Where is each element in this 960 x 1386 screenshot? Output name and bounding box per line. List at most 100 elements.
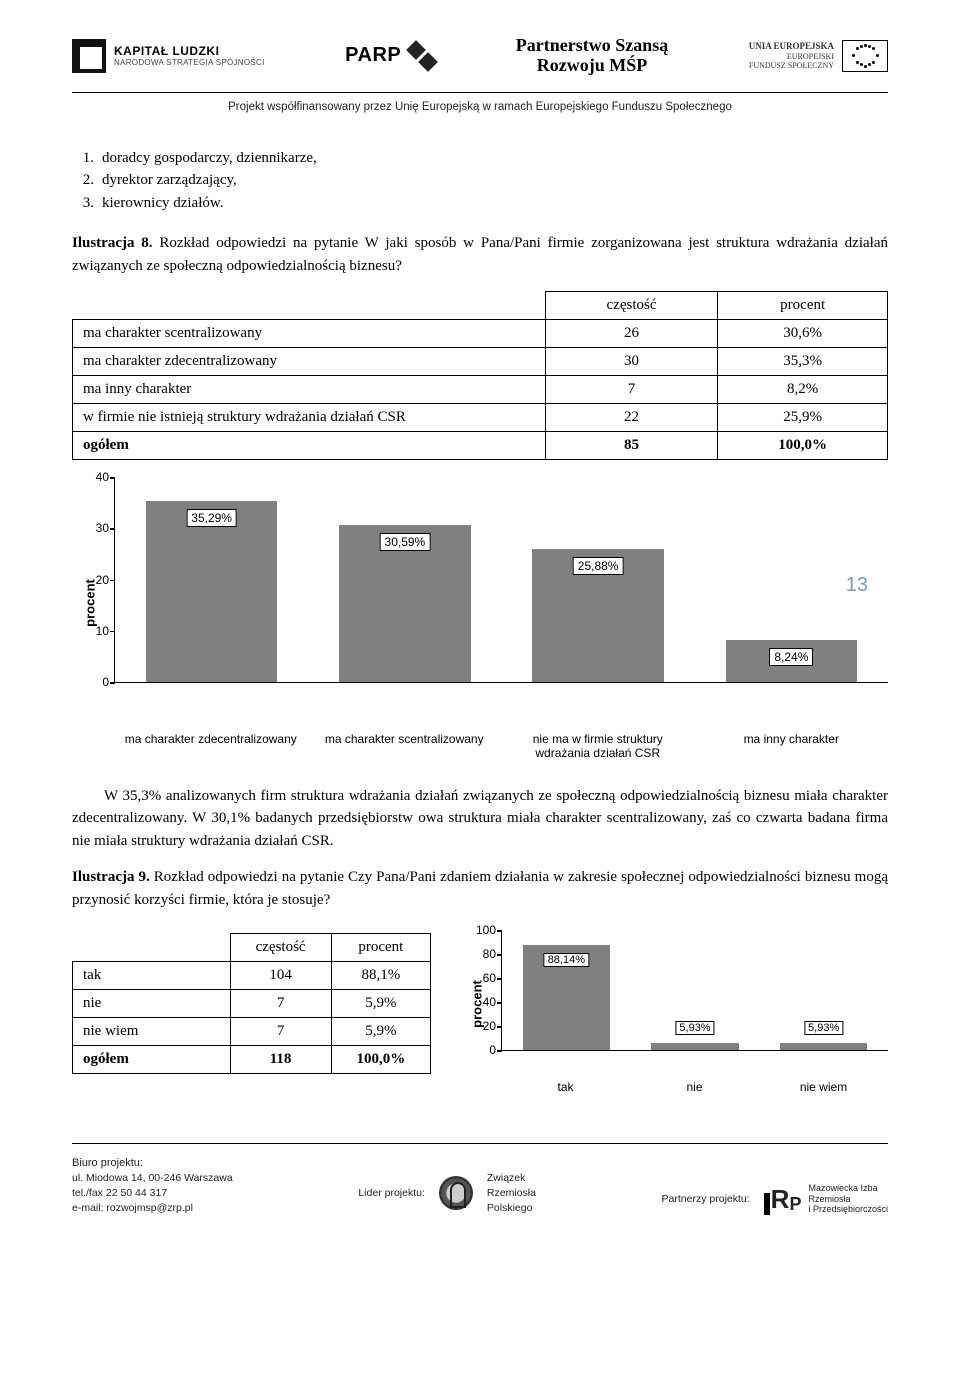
chart-bar-slot: 8,24% bbox=[695, 640, 888, 682]
footer-office: Biuro projektu: ul. Miodowa 14, 00-246 W… bbox=[72, 1156, 233, 1215]
chart-ytick: 30 bbox=[79, 521, 109, 535]
table-row: ma charakter zdecentralizowany 30 35,3% bbox=[73, 348, 888, 376]
row-table-chart: częstość procent tak 104 88,1% nie 7 5,9… bbox=[72, 925, 888, 1094]
chart-xlabel: ma charakter zdecentralizowany bbox=[114, 732, 308, 761]
list-item: 1.doradcy gospodarczy, dziennikarze, bbox=[72, 147, 888, 170]
table-header-row: częstość procent bbox=[73, 934, 431, 962]
chart-bar-slot: 35,29% bbox=[115, 501, 308, 682]
chart-bar-slot: 88,14% bbox=[502, 945, 631, 1051]
chart-korzysci: procent 02040608010088,14%5,93%5,93% bbox=[459, 931, 888, 1076]
chart-ytick: 20 bbox=[466, 1019, 496, 1033]
chart-ytick: 80 bbox=[466, 947, 496, 961]
zrp-name: Związek Rzemiosła Polskiego bbox=[487, 1171, 536, 1215]
table-header-row: częstość procent bbox=[73, 292, 888, 320]
kl-line1: KAPITAŁ LUDZKI bbox=[114, 44, 265, 58]
irp-logo-icon: RP bbox=[764, 1184, 801, 1215]
chart-bar: 35,29% bbox=[146, 501, 277, 682]
chart-bar-slot: 5,93% bbox=[759, 1043, 888, 1050]
lead-label: Lider projektu: bbox=[358, 1186, 425, 1201]
partners-label: Partnerzy projektu: bbox=[662, 1192, 750, 1207]
table-struktura: częstość procent ma charakter scentraliz… bbox=[72, 291, 888, 460]
chart-bar-label: 5,93% bbox=[804, 1021, 843, 1035]
table-row: w firmie nie istnieją struktury wdrażani… bbox=[73, 404, 888, 432]
footer-rule bbox=[72, 1143, 888, 1144]
table-row: nie 7 5,9% bbox=[73, 990, 431, 1018]
header-rule bbox=[72, 92, 888, 93]
chart-ytick: 20 bbox=[79, 573, 109, 587]
ps-line2: Rozwoju MŚP bbox=[516, 56, 668, 76]
chart-struktura: procent 01020304035,29%30,59%25,88%8,24%… bbox=[72, 478, 888, 728]
table-total-row: ogółem 118 100,0% bbox=[73, 1046, 431, 1074]
parp-text: PARP bbox=[345, 44, 401, 67]
chart-bar: 88,14% bbox=[523, 945, 610, 1051]
chart1-xlabels: ma charakter zdecentralizowanyma charakt… bbox=[114, 732, 888, 761]
chart-bar: 5,93% bbox=[780, 1043, 867, 1050]
table-row: ma charakter scentralizowany 26 30,6% bbox=[73, 320, 888, 348]
chart-xlabel: nie wiem bbox=[759, 1080, 888, 1094]
logo-partnerstwo: Partnerstwo Szansą Rozwoju MŚP bbox=[516, 36, 668, 76]
caption-ilustracja-8: Ilustracja 8. Rozkład odpowiedzi na pyta… bbox=[72, 232, 888, 277]
chart1-plot: 01020304035,29%30,59%25,88%8,24% bbox=[114, 478, 888, 683]
chart-xlabel: ma charakter scentralizowany bbox=[308, 732, 502, 761]
table-korzysci: częstość procent tak 104 88,1% nie 7 5,9… bbox=[72, 933, 431, 1074]
chart-bar-slot: 30,59% bbox=[308, 525, 501, 682]
table-row: ma inny charakter 7 8,2% bbox=[73, 376, 888, 404]
chart-bar-slot: 5,93% bbox=[631, 1043, 760, 1050]
chart-bar-label: 30,59% bbox=[380, 533, 431, 551]
col-czestosc: częstość bbox=[230, 934, 331, 962]
chart-ytick: 40 bbox=[466, 995, 496, 1009]
office-email: e-mail: rozwojmsp@zrp.pl bbox=[72, 1201, 233, 1216]
zrp-emblem-icon bbox=[439, 1176, 473, 1210]
chart-xlabel: tak bbox=[501, 1080, 630, 1094]
table-row: tak 104 88,1% bbox=[73, 962, 431, 990]
header-logos: KAPITAŁ LUDZKI NARODOWA STRATEGIA SPÓJNO… bbox=[72, 30, 888, 90]
para-analysis: W 35,3% analizowanych firm struktura wdr… bbox=[72, 785, 888, 853]
caption-rest: Rozkład odpowiedzi na pytanie Czy Pana/P… bbox=[72, 869, 888, 908]
col-procent: procent bbox=[331, 934, 430, 962]
eu-line1: UNIA EUROPEJSKA bbox=[749, 41, 834, 52]
col-czestosc: częstość bbox=[545, 292, 718, 320]
chart2-plot: 02040608010088,14%5,93%5,93% bbox=[501, 931, 888, 1051]
chart-bar-label: 25,88% bbox=[573, 557, 624, 575]
subheader: Projekt współfinansowany przez Unię Euro… bbox=[72, 101, 888, 113]
office-address: ul. Miodowa 14, 00-246 Warszawa bbox=[72, 1171, 233, 1186]
numbered-list: 1.doradcy gospodarczy, dziennikarze, 2.d… bbox=[72, 147, 888, 215]
caption-lead: Ilustracja 8. bbox=[72, 235, 153, 251]
chart-bar: 30,59% bbox=[339, 525, 470, 682]
logo-eu: UNIA EUROPEJSKA EUROPEJSKI FUNDUSZ SPOŁE… bbox=[749, 40, 888, 72]
parp-diamond-icon bbox=[409, 43, 435, 69]
chart-ytick: 0 bbox=[466, 1043, 496, 1057]
chart-ytick: 0 bbox=[79, 675, 109, 689]
footer: Biuro projektu: ul. Miodowa 14, 00-246 W… bbox=[72, 1143, 888, 1215]
kl-star-icon bbox=[72, 39, 106, 73]
eu-flag-icon bbox=[842, 40, 888, 72]
logo-kapital-ludzki: KAPITAŁ LUDZKI NARODOWA STRATEGIA SPÓJNO… bbox=[72, 39, 265, 73]
eu-line3: FUNDUSZ SPOŁECZNY bbox=[749, 61, 834, 71]
chart-ytick: 100 bbox=[466, 923, 496, 937]
caption-lead: Ilustracja 9. bbox=[72, 869, 150, 885]
chart-xlabel: nie bbox=[630, 1080, 759, 1094]
chart-bar-slot: 25,88% bbox=[502, 549, 695, 682]
office-heading: Biuro projektu: bbox=[72, 1156, 233, 1171]
office-phone: tel./fax 22 50 44 317 bbox=[72, 1186, 233, 1201]
kl-line2: NARODOWA STRATEGIA SPÓJNOŚCI bbox=[114, 58, 265, 67]
list-item: 3.kierownicy działów. bbox=[72, 192, 888, 215]
chart-bar: 8,24% bbox=[726, 640, 857, 682]
chart-ytick: 40 bbox=[79, 470, 109, 484]
chart-bar: 5,93% bbox=[651, 1043, 738, 1050]
ps-line1: Partnerstwo Szansą bbox=[516, 36, 668, 56]
chart-xlabel: ma inny charakter bbox=[695, 732, 889, 761]
chart-ytick: 10 bbox=[79, 624, 109, 638]
chart-xlabel: nie ma w firmie struktury wdrażania dzia… bbox=[501, 732, 695, 761]
chart-ytick: 60 bbox=[466, 971, 496, 985]
caption-rest: Rozkład odpowiedzi na pytanie W jaki spo… bbox=[72, 235, 888, 274]
eu-line2: EUROPEJSKI bbox=[749, 52, 834, 62]
irp-name: Mazowiecka Izba Rzemiosła i Przedsiębior… bbox=[808, 1183, 888, 1215]
page-number: 13 bbox=[846, 574, 868, 597]
chart-bar-label: 35,29% bbox=[186, 509, 237, 527]
chart-bar-label: 88,14% bbox=[544, 953, 589, 967]
chart-bar: 25,88% bbox=[532, 549, 663, 682]
logo-parp: PARP bbox=[345, 43, 435, 69]
chart-bar-label: 8,24% bbox=[769, 648, 813, 666]
col-procent: procent bbox=[718, 292, 888, 320]
